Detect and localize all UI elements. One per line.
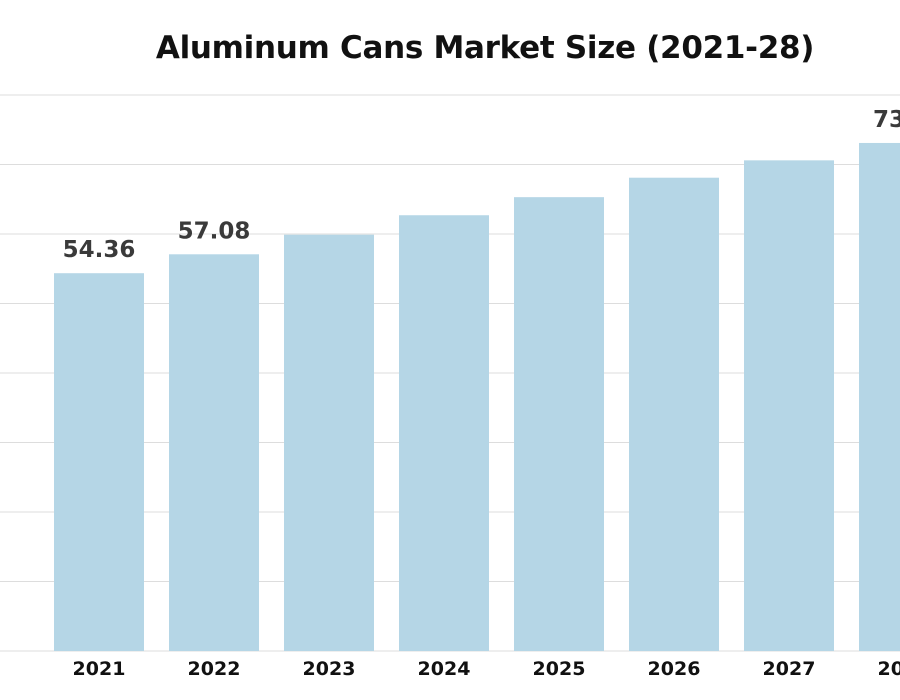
x-tick-label: 2023 bbox=[303, 658, 356, 680]
x-tick-label: 2028 bbox=[878, 658, 900, 680]
x-tick-label: 2026 bbox=[648, 658, 701, 680]
bar-2026 bbox=[629, 177, 719, 651]
bar-2025 bbox=[514, 197, 604, 652]
x-tick-label: 2022 bbox=[188, 658, 241, 680]
bar-2024 bbox=[399, 215, 489, 652]
data-label: 54.36 bbox=[63, 237, 136, 263]
bar-2027 bbox=[744, 160, 834, 651]
x-tick-label: 2021 bbox=[73, 658, 126, 680]
x-tick-label: 2024 bbox=[418, 658, 471, 680]
bar-2028 bbox=[859, 142, 900, 651]
bar-2022 bbox=[169, 254, 259, 651]
chart-title: Aluminum Cans Market Size (2021-28) bbox=[155, 30, 815, 66]
bar-2021 bbox=[54, 273, 144, 651]
bar-2023 bbox=[284, 234, 374, 651]
data-label: 57.08 bbox=[178, 218, 251, 244]
x-tick-label: 2027 bbox=[763, 658, 816, 680]
x-tick-label: 2025 bbox=[533, 658, 586, 680]
data-label: 73 bbox=[873, 107, 900, 133]
